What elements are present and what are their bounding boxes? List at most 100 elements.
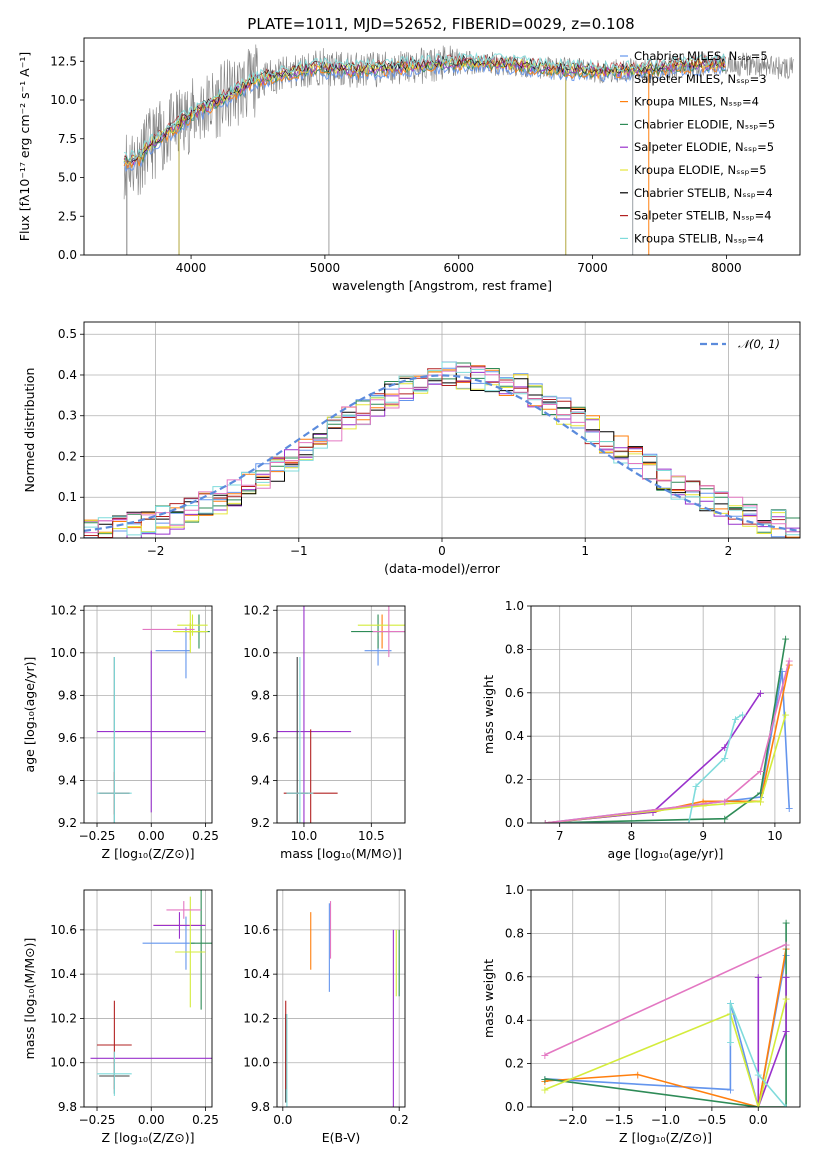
mass-weight-line (545, 713, 744, 823)
model-spectrum-line (123, 57, 726, 164)
y-tick-label: 0.2 (505, 1057, 524, 1071)
y-tick-label: 10.0 (50, 1056, 77, 1070)
y-tick-label: 10.2 (243, 1011, 270, 1025)
mass-weight-marker: + (754, 971, 763, 984)
y-tick-label: 9.4 (58, 773, 77, 787)
x-tick-label: 0.0 (749, 1113, 768, 1127)
y-tick-label: 10.2 (50, 1011, 77, 1025)
legend-entry: Kroupa ELODIE, Nₛₛₚ=5 (634, 163, 767, 177)
mass-weight-marker: + (648, 806, 657, 819)
mass-weight-marker: + (781, 1101, 790, 1114)
axes-frame (83, 37, 801, 256)
plot-area-spectrum (123, 44, 794, 255)
mass-weight-marker: + (781, 633, 790, 646)
mass-weight-line (544, 998, 787, 1107)
y-tick-label: 0.0 (58, 248, 77, 262)
mass-weight-marker: + (540, 1073, 549, 1086)
legend-entry: 𝒩(0, 1) (738, 337, 780, 351)
x-tick-label: 10 (767, 829, 782, 843)
x-tick-label: 0 (438, 544, 446, 558)
y-axis-label: age [log₁₀(age/yr)] (22, 657, 37, 773)
mass-weight-marker: + (684, 817, 693, 830)
x-tick-label: 7 (556, 829, 564, 843)
x-tick-label: 7000 (577, 261, 608, 275)
mass-weight-marker: + (781, 993, 790, 1006)
model-spectrum-line (123, 51, 727, 163)
plot-area-age_vs_mass (277, 606, 405, 823)
mass-weight-marker: + (756, 787, 765, 800)
mass-weight-marker: + (633, 1068, 642, 1081)
y-tick-label: 10.0 (50, 646, 77, 660)
mass-weight-marker: + (781, 709, 790, 722)
y-tick-label: 7.5 (58, 132, 77, 146)
x-tick-label: 0.25 (192, 829, 219, 843)
normal-reference-curve (84, 374, 800, 532)
legend-entry: Chabrier STELIB, Nₛₛₚ=4 (634, 186, 773, 200)
plot-area-mass_vs_Z (90, 890, 212, 1096)
mass-weight-line (757, 976, 787, 1107)
y-tick-label: 10.4 (50, 967, 77, 981)
x-tick-label: 6000 (443, 261, 474, 275)
chart-mass_vs_EBV: 0.0 0.2 9.8 10.0 10.2 10.4 10.6 E(B-V) (243, 889, 409, 1145)
legend-entry: Kroupa STELIB, Nₛₛₚ=4 (634, 231, 764, 245)
mass-weight-marker: + (781, 938, 790, 951)
x-tick-label: 5000 (310, 261, 341, 275)
residual-histogram (84, 365, 800, 538)
x-tick-label: 4000 (176, 261, 207, 275)
y-tick-label: 1.0 (505, 599, 524, 613)
y-tick-label: 0.4 (505, 729, 524, 743)
axes-frame (83, 889, 213, 1108)
legend-entry: Kroupa MILES, Nₛₛₚ=4 (634, 95, 759, 109)
y-tick-label: 10.6 (243, 923, 270, 937)
y-tick-label: 9.2 (58, 816, 77, 830)
mass-weight-marker: + (541, 817, 550, 830)
mass-weight-marker: + (720, 752, 729, 765)
x-tick-label: −0.25 (79, 1113, 116, 1127)
y-tick-label: 10.4 (243, 967, 270, 981)
mass-weight-marker: + (691, 780, 700, 793)
legend-entry: Salpeter STELIB, Nₛₛₚ=4 (634, 209, 772, 223)
mass-weight-line (545, 638, 787, 823)
model-spectrum-line (123, 61, 726, 172)
mass-weight-marker: + (756, 795, 765, 808)
mass-weight-marker: + (541, 817, 550, 830)
x-tick-label: 0.2 (390, 1113, 409, 1127)
x-tick-label: 2 (725, 544, 733, 558)
mass-weight-marker: + (781, 971, 790, 984)
mass-weight-marker: + (541, 817, 550, 830)
y-tick-label: 0.4 (58, 368, 77, 382)
axes-frame (530, 605, 801, 824)
x-axis-label: age [log₁₀(age/yr)] (608, 846, 724, 861)
mass-weight-marker: + (781, 917, 790, 930)
y-tick-label: 10.0 (50, 93, 77, 107)
x-axis-label: mass [log₁₀(M/M⊙)] (280, 846, 402, 861)
y-tick-label: 9.2 (251, 816, 270, 830)
mass-weight-marker: + (726, 1036, 735, 1049)
x-axis-label: wavelength [Angstrom, rest frame] (332, 278, 552, 293)
mass-weight-line (545, 660, 790, 823)
chart-age_vs_Z: −0.25 0.00 0.25 9.2 9.4 9.6 9.8 10.0 10.2 Z [log₁… (22, 603, 219, 861)
mass-weight-marker: + (720, 795, 729, 808)
mass-weight-marker: + (541, 817, 550, 830)
legend-entry: Salpeter MILES, Nₛₛₚ=3 (634, 72, 767, 86)
x-tick-label: 10.0 (291, 829, 318, 843)
x-tick-label: −1.0 (651, 1113, 680, 1127)
x-tick-label: 8 (628, 829, 636, 843)
y-tick-label: 0.1 (58, 490, 77, 504)
mass-weight-marker: + (756, 687, 765, 700)
mass-weight-line (545, 714, 787, 823)
y-tick-label: 9.4 (251, 773, 270, 787)
x-tick-label: −2.0 (558, 1113, 587, 1127)
x-tick-label: −2 (147, 544, 165, 558)
y-tick-label: 9.8 (251, 1100, 270, 1114)
y-tick-label: 0.8 (505, 642, 524, 656)
figure-title: PLATE=1011, MJD=52652, FIBERID=0029, z=0… (247, 15, 634, 33)
x-tick-label: 0.0 (273, 1113, 292, 1127)
chart-weight_vs_age: ++ ++++++ +++ +++++++++ +++ +++++++++7 8 9 10 0.0… (481, 599, 801, 861)
legend-entry: Chabrier MILES, Nₛₛₚ=5 (634, 49, 768, 63)
mass-weight-marker: + (699, 800, 708, 813)
x-axis-label: Z [log₁₀(Z/Z⊙)] (102, 1130, 195, 1145)
axes-frame (83, 321, 801, 539)
x-tick-label: 10.5 (358, 829, 385, 843)
mass-weight-marker: + (541, 817, 550, 830)
